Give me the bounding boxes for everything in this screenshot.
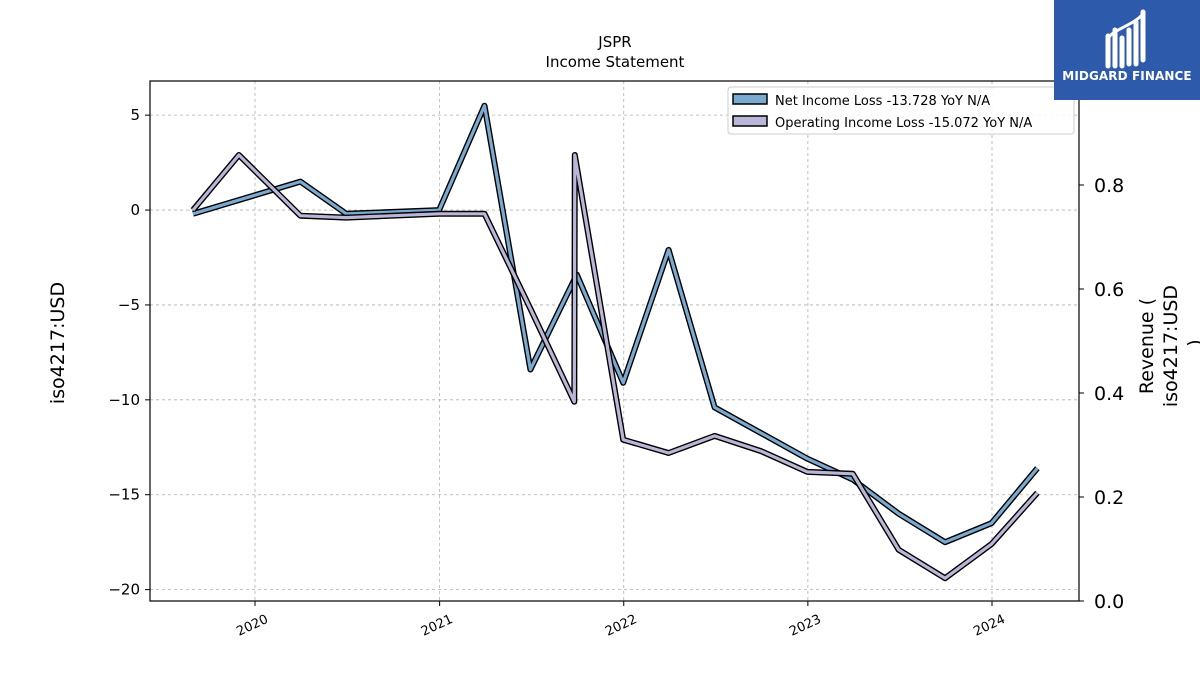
legend-swatch-net-income xyxy=(732,93,768,105)
x-tick-label: 2020 xyxy=(234,612,270,640)
brand-name: MIDGARD FINANCE xyxy=(1062,69,1192,83)
y-tick-label-left: −5 xyxy=(118,296,140,314)
x-tick-label: 2021 xyxy=(419,612,455,640)
legend-swatch-operating-income xyxy=(732,115,768,127)
y-tick-label-left: −20 xyxy=(108,581,140,599)
y-tick-label-right: 0.6 xyxy=(1094,279,1124,301)
grid-lines xyxy=(150,81,1079,601)
legend: Net Income Loss -13.728 YoY N/A Operatin… xyxy=(727,86,1075,135)
chart-subtitle: Income Statement xyxy=(546,53,685,71)
x-tick-label: 2024 xyxy=(971,612,1007,640)
y-axis-label-right-line-1: Revenue ( xyxy=(1136,298,1158,394)
y-tick-label-right: 0.0 xyxy=(1094,591,1124,613)
series-line-operating-income-loss xyxy=(191,153,1039,580)
y-axis-label-right: Revenue ( iso4217:USD ) xyxy=(1136,279,1200,407)
plot-frame xyxy=(149,80,1080,602)
midgard-finance-logo: MIDGARD FINANCE xyxy=(1054,0,1200,100)
y-tick-label-left: 0 xyxy=(130,201,140,219)
legend-label-operating-income: Operating Income Loss -15.072 YoY N/A xyxy=(775,116,1032,131)
series-line-outline-net-income-loss xyxy=(192,102,1040,546)
y-axis-label-right-line-3: ) xyxy=(1184,339,1200,346)
y-axis-label-right-line-2: iso4217:USD xyxy=(1160,285,1182,407)
x-tick-label: 2023 xyxy=(787,612,823,640)
chart-title: JSPR xyxy=(597,33,631,51)
y-tick-label-left: −10 xyxy=(108,391,140,409)
y-tick-label-right: 0.8 xyxy=(1094,175,1124,197)
legend-box xyxy=(727,86,1075,135)
series-line-net-income-loss xyxy=(192,104,1039,544)
y-axis-label-left: iso4217:USD xyxy=(47,282,69,404)
y-tick-label-left: 5 xyxy=(130,106,140,124)
y-tick-label-right: 0.2 xyxy=(1094,487,1124,509)
x-tick-label: 2022 xyxy=(603,612,639,640)
y-tick-label-left: −15 xyxy=(108,486,140,504)
y-tick-label-right: 0.4 xyxy=(1094,383,1124,405)
series-layer xyxy=(190,102,1040,582)
brand-mark-icon xyxy=(1105,9,1146,69)
legend-label-net-income: Net Income Loss -13.728 YoY N/A xyxy=(775,94,990,109)
